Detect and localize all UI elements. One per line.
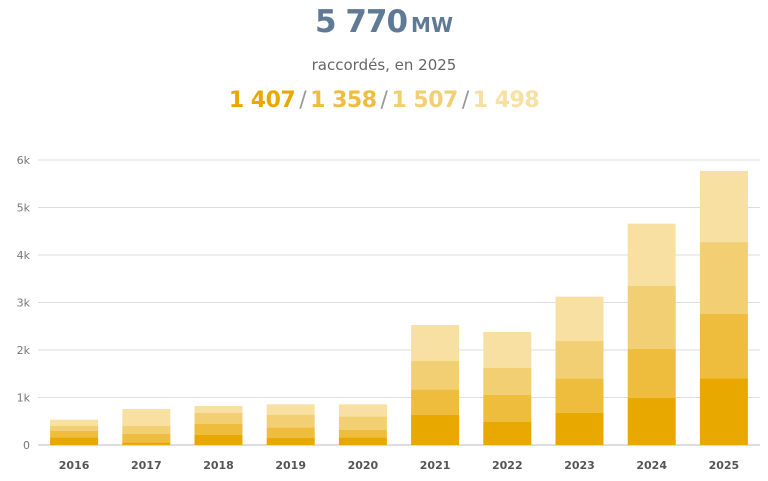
bar-segment-2017-1 [122,442,171,445]
bar-segment-2018-1 [194,434,243,445]
bar-segment-2020-3 [338,416,387,430]
bar-segment-2023-4 [555,296,604,342]
part-1: 1 407 [228,88,296,113]
bar-segment-2021-3 [411,361,460,390]
x-tick-label: 2020 [348,459,379,472]
bar-segment-2021-2 [411,389,460,415]
y-tick-label: 5k [17,202,31,215]
part-4: 1 498 [472,88,540,113]
x-tick-label: 2021 [420,459,451,472]
bar-segment-2016-1 [50,437,99,445]
bar-segment-2025-2 [699,313,748,379]
bar-segment-2019-4 [266,404,315,415]
x-tick-label: 2016 [59,459,90,472]
bar-segment-2016-2 [50,430,99,438]
bar-segment-2017-3 [122,425,171,434]
x-tick-label: 2025 [709,459,740,472]
bar-segment-2025-4 [699,170,748,243]
x-tick-label: 2017 [131,459,162,472]
bar-segment-2016-4 [50,419,99,426]
y-tick-label: 0 [23,439,30,452]
bar-segment-2019-2 [266,427,315,439]
bar-segment-2024-3 [627,285,676,349]
bar-segment-2020-2 [338,429,387,438]
bar-segment-2024-4 [627,223,676,286]
x-tick-label: 2019 [275,459,306,472]
bar-segment-2022-1 [483,422,532,445]
bar-segment-2021-1 [411,414,460,445]
subtitle: raccordés, en 2025 [311,56,457,74]
bar-segment-2018-4 [194,406,243,413]
bar-segment-2019-1 [266,438,315,445]
y-tick-label: 1k [17,392,31,405]
bar-segment-2024-2 [627,348,676,399]
bar-segment-2019-3 [266,414,315,428]
bar-segment-2023-3 [555,341,604,379]
y-tick-label: 4k [17,249,31,262]
bar-segment-2022-3 [483,367,532,395]
bar-segment-2025-1 [699,378,748,445]
bar-segment-2023-1 [555,412,604,445]
bar-segment-2020-4 [338,404,387,417]
x-tick-label: 2023 [564,459,595,472]
total-unit: MW [411,13,454,37]
y-tick-label: 2k [17,344,31,357]
bar-segment-2018-2 [194,424,243,435]
part-3: 1 507 [391,88,458,113]
bar-segment-2022-2 [483,394,532,423]
bar-segment-2021-4 [411,325,460,362]
bar-segment-2024-1 [627,398,676,445]
bar-segment-2025-3 [699,242,748,314]
bar-segment-2017-2 [122,433,171,443]
bar-segment-2018-3 [194,412,243,425]
x-tick-label: 2024 [636,459,667,472]
bar-segment-2023-2 [555,378,604,413]
x-tick-label: 2018 [203,459,234,472]
bar-segment-2022-4 [483,331,532,368]
bar-segment-2016-3 [50,425,99,431]
breakdown: 1 407/1 358/1 507/1 498 [228,88,540,113]
bar-segment-2017-4 [122,408,171,426]
bar-segment-2020-1 [338,437,387,445]
x-tick-label: 2022 [492,459,523,472]
part-2: 1 358 [310,88,377,113]
y-tick-label: 6k [17,154,31,167]
total-capacity: 5 770 MW [0,4,768,40]
total-value: 5 770 [314,4,408,40]
y-tick-label: 3k [17,297,31,310]
